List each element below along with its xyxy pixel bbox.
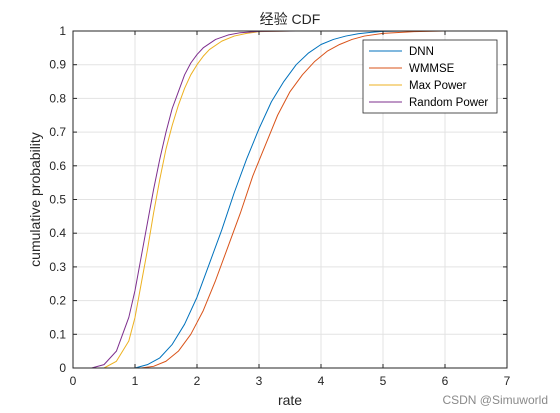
grid [73,31,507,368]
x-tick-label: 1 [132,374,139,388]
y-tick-label: 0.1 [49,327,66,341]
y-tick-label: 0.5 [49,193,66,207]
x-axis-label: rate [278,392,302,408]
y-tick-label: 0.8 [49,91,66,105]
ticks: 0 1 2 3 4 5 6 7 0 0.1 0.2 0.3 0.4 0.5 0.6 0.7 0.8 0.9 1 [49,24,510,388]
chart-title: 经验 CDF [260,11,321,27]
x-tick-label: 3 [256,374,263,388]
x-tick-label: 2 [194,374,201,388]
series-layer [91,30,489,369]
watermark: CSDN @Simuworld [442,393,548,407]
legend-label: Random Power [409,97,488,109]
y-tick-label: 0.7 [49,125,66,139]
x-tick-label: 7 [504,374,511,388]
x-tick-label: 4 [318,374,325,388]
x-tick-label: 6 [442,374,449,388]
x-tick-label: 0 [70,374,77,388]
y-tick-label: 0.3 [49,260,66,274]
y-tick-label: 0.2 [49,294,66,308]
series-line-max-power [103,30,291,369]
y-tick-label: 1 [59,24,66,38]
legend-label: Max Power [409,80,467,92]
legend-box [362,39,498,114]
y-tick-label: 0.6 [49,159,66,173]
y-tick-label: 0 [59,361,66,375]
series-line-wmmse [141,30,489,369]
series-line-random-power [91,30,297,369]
legend-label: WMMSE [409,63,455,75]
legend-label: DNN [409,46,434,58]
x-tick-label: 5 [380,374,387,388]
y-axis-label: cumulative probability [27,132,43,267]
series-line-dnn [134,30,445,369]
y-tick-label: 0.9 [49,58,66,72]
y-tick-label: 0.4 [49,226,66,240]
legend: DNN WMMSE Max Power Random Power [362,39,498,114]
